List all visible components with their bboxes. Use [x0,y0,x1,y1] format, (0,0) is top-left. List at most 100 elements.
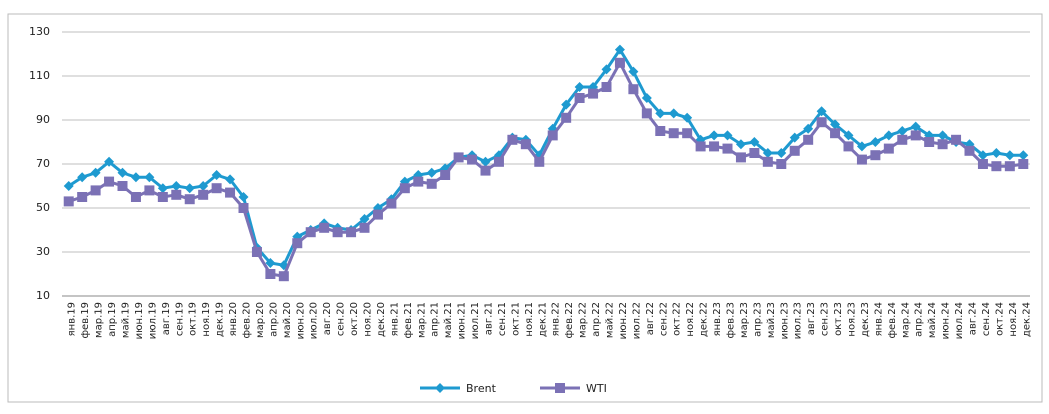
point [211,183,222,194]
point [924,137,935,147]
x-tick-label: июн.20 [295,302,306,339]
x-tick-label: июн.24 [941,302,952,339]
point [614,57,625,68]
point [897,126,908,136]
y-tick-label: 50 [36,201,50,214]
x-tick-label: сен.24 [981,302,992,336]
point [937,139,948,150]
point [910,121,921,132]
point [1018,150,1029,161]
point [198,189,209,200]
point [90,185,101,196]
point [117,167,128,178]
x-tick-label: июл.22 [631,302,642,339]
x-tick-label: окт.19 [188,302,199,336]
x-tick-label: июл.19 [147,302,158,339]
x-tick-label: апр.22 [591,302,602,337]
point [870,150,881,161]
point [722,130,733,141]
point [709,141,720,152]
x-tick-label: май.21 [443,302,454,338]
point [386,198,397,209]
x-tick-label: фев.20 [242,302,253,339]
point [77,172,88,183]
point [655,126,666,136]
point [749,137,760,147]
point [735,139,746,150]
x-tick-label: фев.21 [403,302,414,339]
point [937,130,948,141]
point [628,66,639,77]
point [292,238,303,249]
point [157,192,168,202]
point [399,183,410,194]
point [372,209,383,220]
point [426,178,437,189]
point [561,112,572,123]
point [211,170,222,180]
point [104,156,115,167]
point [225,174,236,185]
point [977,159,988,169]
point [104,176,115,187]
point [171,181,182,191]
point [870,137,881,147]
legend-label: WTI [586,382,607,395]
x-tick-label: мар.23 [739,302,750,338]
point [184,183,195,194]
point [238,192,249,202]
x-tick-label: апр.23 [752,302,763,337]
point [830,119,841,130]
point [641,108,652,119]
point [520,139,531,150]
point [144,185,155,196]
point [467,154,478,165]
x-tick-label: окт.22 [672,302,683,336]
point [144,172,155,183]
x-tick-label: сен.23 [820,302,831,336]
point [574,93,585,103]
x-tick-label: янв.19 [67,302,78,336]
point [588,88,599,99]
point [1004,150,1015,161]
legend-marker [555,383,565,393]
point [641,93,652,103]
point [265,258,276,268]
point [991,161,1002,172]
x-tick-label: июл.23 [793,302,804,339]
x-tick-label: фев.19 [80,302,91,339]
point [332,227,343,238]
point [77,192,88,202]
x-tick-label: апр.24 [914,302,925,337]
point [856,141,867,152]
point [359,222,370,233]
legend-label: Brent [466,382,497,395]
x-tick-label: июл.24 [954,302,965,339]
point [574,82,585,92]
point [682,128,693,139]
point [897,134,908,145]
x-tick-label: авг.24 [968,302,979,335]
y-tick-label: 10 [36,289,50,302]
x-tick-label: сен.21 [497,302,508,336]
x-tick-label: ноя.23 [847,302,858,337]
point [910,130,921,141]
x-tick-label: май.24 [927,302,938,338]
point [816,106,827,117]
x-tick-label: дек.22 [699,302,710,337]
point [883,130,894,141]
x-tick-label: окт.23 [833,302,844,336]
point [184,194,195,205]
point [789,132,800,143]
x-tick-label: июн.21 [457,302,468,339]
legend-marker [435,383,445,393]
point [749,148,760,158]
point [991,148,1002,158]
point [251,247,262,257]
point [238,203,249,213]
point [480,156,491,167]
point [614,44,625,55]
point [319,222,330,233]
point [413,176,424,187]
